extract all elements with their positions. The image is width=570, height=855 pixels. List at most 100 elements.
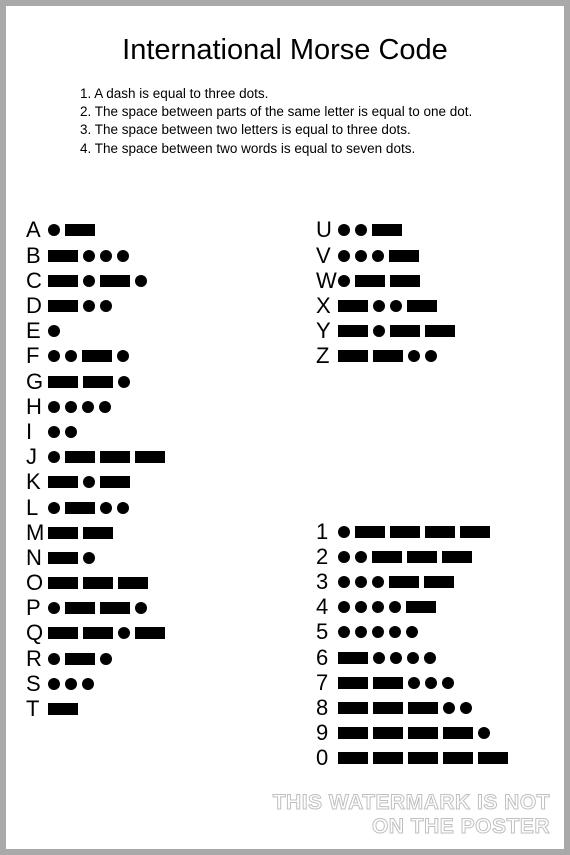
dash-symbol [389,250,419,262]
dot-symbol [372,626,384,638]
morse-code [48,703,78,715]
morse-code [338,727,490,739]
morse-code [48,350,129,362]
dash-symbol [83,577,113,589]
dash-symbol [478,752,508,764]
dash-symbol [48,577,78,589]
dash-symbol [389,576,419,588]
character-label: Z [316,343,338,369]
dash-symbol [48,300,78,312]
dash-symbol [338,652,368,664]
dash-symbol [338,350,368,362]
morse-code [48,250,129,262]
character-label: E [26,318,48,344]
dot-symbol [407,652,419,664]
dot-symbol [373,325,385,337]
dash-symbol [48,250,78,262]
morse-code [48,376,130,388]
dot-symbol [83,552,95,564]
dot-symbol [355,601,367,613]
dash-symbol [373,677,403,689]
dash-symbol [355,526,385,538]
dot-symbol [118,376,130,388]
dot-symbol [65,426,77,438]
morse-code [48,527,113,539]
character-label: F [26,343,48,369]
morse-row: U [316,218,546,243]
dot-symbol [83,250,95,262]
dot-symbol [338,626,350,638]
morse-row: R [26,646,294,671]
dot-symbol [48,451,60,463]
morse-row: C [26,268,294,293]
dash-symbol [443,727,473,739]
dot-symbol [425,677,437,689]
dash-symbol [424,576,454,588]
dash-symbol [372,224,402,236]
morse-code [338,224,402,236]
morse-row: K [26,470,294,495]
morse-code [338,576,454,588]
morse-row: P [26,596,294,621]
morse-row: 4 [316,595,546,620]
morse-row: B [26,243,294,268]
dash-symbol [390,275,420,287]
morse-row: D [26,293,294,318]
morse-row: O [26,571,294,596]
morse-row: 6 [316,645,546,670]
dot-symbol [100,502,112,514]
dot-symbol [65,678,77,690]
right-letters-block: UVWXYZ [316,218,546,369]
morse-row: N [26,545,294,570]
character-label: L [26,495,48,521]
character-label: X [316,293,338,319]
dot-symbol [355,250,367,262]
morse-row: T [26,696,294,721]
dash-symbol [65,502,95,514]
dot-symbol [389,626,401,638]
dot-symbol [355,626,367,638]
character-label: M [26,520,48,546]
character-label: 6 [316,645,338,671]
character-label: 8 [316,695,338,721]
character-label: 9 [316,720,338,746]
morse-row: 2 [316,544,546,569]
dash-symbol [373,350,403,362]
watermark-line: THIS WATERMARK IS NOT [273,791,550,815]
dash-symbol [83,527,113,539]
dot-symbol [118,627,130,639]
morse-poster: International Morse Code 1. A dash is eq… [6,6,564,849]
dot-symbol [48,602,60,614]
dot-symbol [408,350,420,362]
morse-row: L [26,495,294,520]
dot-symbol [338,275,350,287]
dot-symbol [48,678,60,690]
dash-symbol [442,551,472,563]
morse-code [48,627,165,639]
dash-symbol [406,601,436,613]
dash-symbol [65,653,95,665]
morse-row: 5 [316,620,546,645]
character-label: R [26,646,48,672]
dash-symbol [48,627,78,639]
morse-row: 3 [316,569,546,594]
right-column: UVWXYZ 1234567890 [316,218,546,771]
character-label: D [26,293,48,319]
morse-code [48,476,130,488]
watermark-line: ON THE POSTER [273,815,550,839]
character-label: 4 [316,594,338,620]
morse-code [338,275,420,287]
character-label: H [26,394,48,420]
dash-symbol [100,275,130,287]
morse-code [338,752,508,764]
dash-symbol [355,275,385,287]
dot-symbol [82,401,94,413]
dot-symbol [135,602,147,614]
dot-symbol [389,601,401,613]
column-spacer [316,369,546,519]
dash-symbol [338,325,368,337]
dash-symbol [118,577,148,589]
dot-symbol [65,350,77,362]
dash-symbol [390,526,420,538]
character-label: 1 [316,519,338,545]
